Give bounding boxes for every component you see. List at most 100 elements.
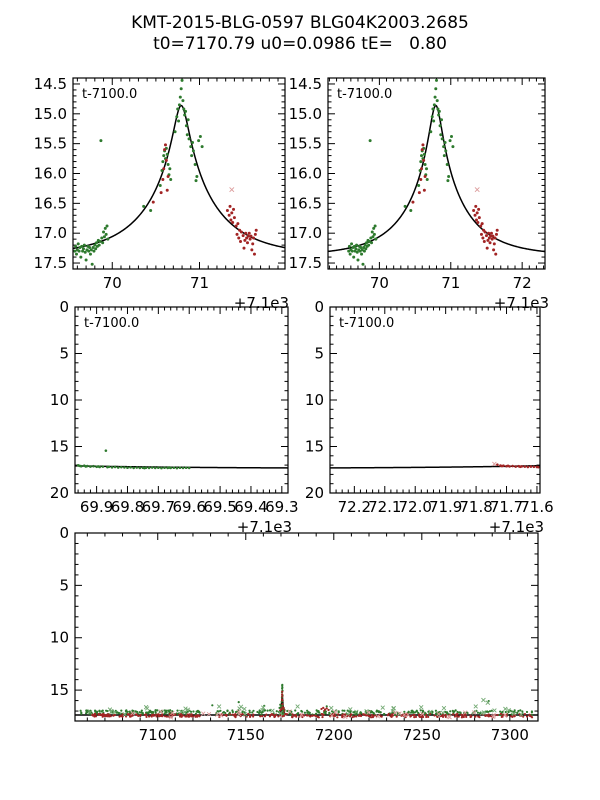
x-tick-label: 69.7 xyxy=(142,498,175,516)
y-tick-label: 17.0 xyxy=(289,224,322,242)
y-tick-label: 16.0 xyxy=(34,165,67,183)
y-tick-label: 17.0 xyxy=(34,224,67,242)
axis-ticks xyxy=(75,532,538,721)
figure-subtitle-fit-params: t0=7170.79 u0=0.0986 tE= 0.80 xyxy=(153,34,447,54)
y-tick-label: 5 xyxy=(314,345,324,363)
y-tick-label: 14.5 xyxy=(289,75,322,93)
series-site-red-flagged-cross xyxy=(229,187,235,193)
panel-top-left: 70 71 14.5 15.0 15.5 16.0 16.5 17.0 17.5 t-7100.0… xyxy=(34,75,289,312)
x-tick-label: 70 xyxy=(103,274,122,292)
series-site-green-dots xyxy=(73,78,204,266)
panel-mid-right: 72.272.172.071.971.871.771.6 0 5 10 15 20 t-71… xyxy=(305,298,554,536)
axes-frame xyxy=(72,77,286,270)
y-tick-label: 15.5 xyxy=(34,135,67,153)
x-tick-label: 7300 xyxy=(491,726,529,744)
y-tick-label: 16.5 xyxy=(34,194,67,212)
y-tick-label: 16.5 xyxy=(289,194,322,212)
axis-tick-labels: 70 71 72 14.5 15.0 15.5 16.0 16.5 17.0 17.5 xyxy=(289,75,532,292)
x-tick-label: 71.7 xyxy=(490,498,523,516)
x-tick-label: 69.3 xyxy=(265,498,298,516)
series-site-red-dots xyxy=(151,143,258,256)
axis-ticks xyxy=(75,306,289,494)
band-red-dots-baseline-b xyxy=(218,712,534,719)
series-site-green-dots xyxy=(76,449,191,470)
axes-frame xyxy=(329,306,541,494)
series-site-red-dots xyxy=(411,143,499,256)
x-tick-label: 7150 xyxy=(227,726,265,744)
model-light-curve xyxy=(328,104,545,253)
axis-tick-labels: 72.272.172.071.971.871.771.6 0 5 10 15 20 xyxy=(305,298,554,516)
axis-tick-labels: 7100 7150 7200 7250 7300 0 5 10 15 xyxy=(50,524,529,744)
model-light-curve xyxy=(73,104,285,250)
y-tick-label: 15 xyxy=(50,438,69,456)
x-tick-label: 72.0 xyxy=(399,498,432,516)
x-tick-label: 69.9 xyxy=(80,498,113,516)
x-tick-label: 72.1 xyxy=(368,498,401,516)
band-green-cross-flagged xyxy=(87,704,524,717)
y-tick-label: 17.5 xyxy=(289,254,322,272)
model-light-curve xyxy=(75,465,288,469)
axis-tick-labels: 70 71 14.5 15.0 15.5 16.0 16.5 17.0 17.5 xyxy=(34,75,209,292)
y-tick-label: 5 xyxy=(59,345,69,363)
y-tick-label: 15.0 xyxy=(289,105,322,123)
panel-corner-label: t-7100.0 xyxy=(84,316,139,331)
x-tick-label: 70 xyxy=(370,274,389,292)
x-axis-offset-label: +7.1e3 xyxy=(494,294,549,312)
panel-corner-label: t-7100.0 xyxy=(337,87,392,102)
y-tick-label: 15 xyxy=(305,438,324,456)
panel-mid-left: 69.969.869.769.669.569.469.3 0 5 10 15 20 t-71… xyxy=(50,298,299,536)
x-tick-label: 71.8 xyxy=(459,498,492,516)
x-tick-label: 72.2 xyxy=(338,498,371,516)
figure-title: KMT-2015-BLG-0597 BLG04K2003.2685 xyxy=(131,13,469,33)
x-tick-label: 71 xyxy=(441,274,460,292)
y-tick-label: 0 xyxy=(59,524,69,542)
y-tick-label: 10 xyxy=(50,629,69,647)
y-tick-label: 5 xyxy=(59,576,69,594)
x-tick-label: 7200 xyxy=(315,726,353,744)
y-tick-label: 17.5 xyxy=(34,254,67,272)
y-tick-label: 15 xyxy=(50,681,69,699)
panel-corner-label: t-7100.0 xyxy=(339,316,394,331)
series-peak-red-dots xyxy=(278,690,330,714)
axes-frame xyxy=(74,306,289,494)
model-light-curve xyxy=(75,693,538,716)
y-tick-label: 10 xyxy=(50,391,69,409)
x-tick-label: 69.8 xyxy=(111,498,144,516)
series-site-red-flagged-cross xyxy=(474,187,480,193)
axis-tick-labels: 69.969.869.769.669.569.469.3 0 5 10 15 20 xyxy=(50,298,299,516)
panel-top-right: 70 71 72 14.5 15.0 15.5 16.0 16.5 17.0 17.5 t-7100… xyxy=(289,75,549,312)
y-tick-label: 20 xyxy=(305,484,324,502)
x-tick-label: 72 xyxy=(513,274,532,292)
x-tick-label: 71.9 xyxy=(429,498,462,516)
x-axis-offset-label: +7.1e3 xyxy=(489,518,544,536)
panel-bottom: 7100 7150 7200 7250 7300 0 5 10 15 xyxy=(50,524,539,744)
x-tick-label: 7100 xyxy=(139,726,177,744)
x-tick-label: 69.4 xyxy=(234,498,267,516)
y-tick-label: 20 xyxy=(50,484,69,502)
x-tick-label: 69.5 xyxy=(203,498,236,516)
y-tick-label: 15.0 xyxy=(34,105,67,123)
x-axis-offset-label: +7.1e3 xyxy=(234,294,289,312)
series-peak-green-dots xyxy=(211,683,490,712)
series-flagged-green-cross xyxy=(481,697,491,705)
model-light-curve xyxy=(330,464,540,469)
series-site-red-flagged-cross xyxy=(492,461,497,467)
x-tick-label: 69.6 xyxy=(173,498,206,516)
x-tick-label: 71 xyxy=(190,274,209,292)
y-tick-label: 0 xyxy=(314,298,324,316)
x-tick-label: 71.6 xyxy=(520,498,553,516)
y-tick-label: 16.0 xyxy=(289,165,322,183)
axes-frame xyxy=(327,77,546,270)
y-tick-label: 10 xyxy=(305,391,324,409)
series-site-red-dots xyxy=(496,463,540,469)
band-red-cross-flagged xyxy=(130,709,508,720)
panel-corner-label: t-7100.0 xyxy=(82,87,137,102)
y-tick-label: 0 xyxy=(59,298,69,316)
x-tick-label: 7250 xyxy=(403,726,441,744)
y-tick-label: 14.5 xyxy=(34,75,67,93)
y-tick-label: 15.5 xyxy=(289,135,322,153)
axes-frame xyxy=(74,532,539,722)
series-site-green-dots xyxy=(347,78,455,266)
